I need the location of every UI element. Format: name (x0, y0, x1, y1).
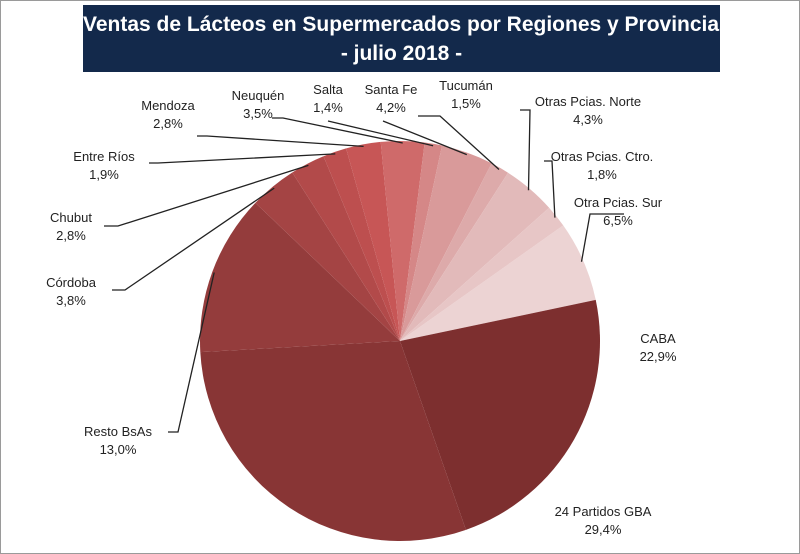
pie-slice-otra-pcias-sur (400, 225, 596, 341)
pie-slice-caba (400, 299, 601, 530)
slice-label-entre-rios: Entre Ríos (73, 149, 135, 164)
slice-value-otras-pcias-ctro: 1,8% (587, 167, 617, 182)
slice-value-entre-rios: 1,9% (89, 167, 119, 182)
pie-slice-cordoba (255, 172, 400, 341)
slice-value-otra-pcias-sur: 6,5% (603, 213, 633, 228)
slice-label-salta: Salta (313, 82, 343, 97)
slice-label-chubut: Chubut (50, 210, 92, 225)
chart-subtitle: - julio 2018 - (340, 42, 463, 65)
slice-label-24-partidos-gba: 24 Partidos GBA (555, 504, 652, 519)
leader-line-otra-pcias-sur (580, 213, 624, 262)
leader-line-santa-fe (382, 120, 468, 156)
slice-label-mendoza: Mendoza (141, 98, 195, 113)
slice-label-santa-fe: Santa Fe (365, 82, 418, 97)
pie-slice-salta (400, 142, 443, 341)
leader-line-salta (327, 120, 434, 147)
pie-slice-mendoza (346, 141, 400, 341)
slice-value-otras-pcias-norte: 4,3% (573, 112, 603, 127)
slice-label-tucuman: Tucumán (439, 78, 493, 93)
slice-value-mendoza: 2,8% (153, 116, 183, 131)
slice-label-caba: CABA (640, 331, 676, 346)
leader-line-entre-rios (149, 153, 336, 164)
chart-title: Ventas de Lácteos en Supermercados por R… (83, 13, 731, 36)
slice-label-otra-pcias-sur: Otra Pcias. Sur (574, 195, 663, 210)
slice-label-neuquen: Neuquén (232, 88, 285, 103)
leader-line-mendoza (197, 135, 364, 148)
leader-line-neuquen (272, 117, 403, 144)
pie-slice-tucuman (400, 163, 509, 341)
slice-value-salta: 1,4% (313, 100, 343, 115)
slice-value-caba: 22,9% (640, 349, 677, 364)
slice-value-cordoba: 3,8% (56, 293, 86, 308)
chart-title-box: Ventas de Lácteos en Supermercados por R… (83, 5, 731, 72)
pie-slice-otras-pcias-ctro (400, 207, 564, 341)
leader-line-tucuman (418, 115, 500, 170)
slice-value-neuquen: 3,5% (243, 106, 273, 121)
slice-value-santa-fe: 4,2% (376, 100, 406, 115)
pie-slice-entre-rios (323, 148, 400, 341)
slice-value-tucuman: 1,5% (451, 96, 481, 111)
slice-value-resto-bsas: 13,0% (100, 442, 137, 457)
slice-label-cordoba: Córdoba (46, 275, 97, 290)
slice-label-otras-pcias-ctro: Otras Pcias. Ctro. (551, 149, 654, 164)
leader-line-chubut (104, 164, 309, 227)
pie-slice-chubut (292, 156, 400, 341)
leader-line-resto-bsas (168, 272, 215, 433)
pie-slice-neuquen (380, 140, 425, 341)
pie-slice-otras-pcias-norte (400, 172, 550, 341)
leader-line-cordoba (112, 187, 275, 291)
slice-value-24-partidos-gba: 29,4% (585, 522, 622, 537)
slice-label-resto-bsas: Resto BsAs (84, 424, 152, 439)
leader-line-otras-pcias-norte (520, 109, 531, 191)
slice-value-chubut: 2,8% (56, 228, 86, 243)
slice-label-otras-pcias-norte: Otras Pcias. Norte (535, 94, 641, 109)
pie-slice-santa-fe (400, 145, 492, 341)
leader-line-otras-pcias-ctro (544, 160, 556, 218)
pie-slice-24-partidos-gba (200, 341, 466, 541)
pie-slice-resto-bsas (199, 202, 400, 353)
